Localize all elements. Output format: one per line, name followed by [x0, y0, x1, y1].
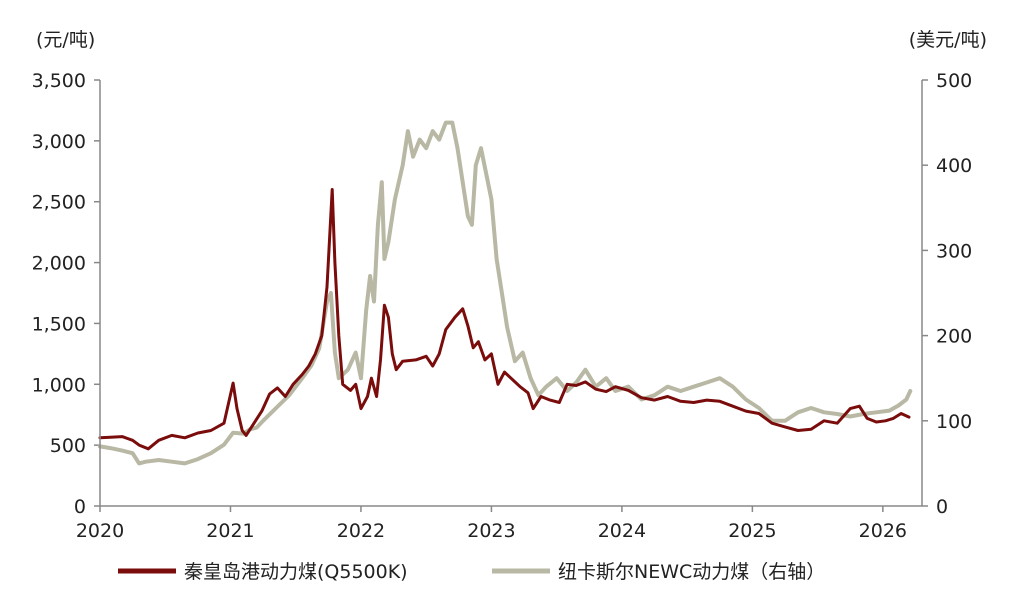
series-line-newcastle: [98, 120, 913, 466]
x-tick-label: 2020: [76, 520, 124, 542]
right-tick-label: 400: [936, 155, 972, 177]
right-tick-label: 0: [936, 496, 948, 518]
left-tick-label: 1,500: [32, 313, 86, 335]
right-axis-unit-label: (美元/吨): [909, 29, 987, 51]
series-line-qinhuangdao: [98, 188, 911, 451]
x-tick-label: 2022: [337, 520, 385, 542]
right-tick-label: 300: [936, 240, 972, 262]
left-tick-label: 3,000: [32, 131, 86, 153]
left-tick-label: 2,500: [32, 192, 86, 214]
x-tick-label: 2026: [859, 520, 907, 542]
left-tick-label: 500: [50, 435, 86, 457]
left-tick-label: 2,000: [32, 253, 86, 275]
x-tick-label: 2023: [467, 520, 515, 542]
left-axis-unit-label: (元/吨): [36, 29, 95, 51]
legend-label-qinhuangdao: 秦皇岛港动力煤(Q5500K): [184, 561, 408, 583]
legend-label-newcastle: 纽卡斯尔NEWC动力煤（右轴）: [558, 561, 825, 583]
left-axis-ticks: 0 500 1,000 1,500 2,000 2,500 3,000 3,500: [32, 70, 100, 518]
x-tick-label: 2021: [206, 520, 254, 542]
left-tick-label: 0: [74, 496, 86, 518]
x-tick-label: 2025: [728, 520, 776, 542]
left-tick-label: 3,500: [32, 70, 86, 92]
right-axis-ticks: 0 100 200 300 400 500: [922, 70, 972, 518]
right-tick-label: 100: [936, 411, 972, 433]
right-tick-label: 500: [936, 70, 972, 92]
series-layer: [98, 120, 913, 466]
x-tick-label: 2024: [598, 520, 646, 542]
x-axis-ticks: 2020 2021 2022 2023 2024 2025 2026: [76, 506, 907, 542]
legend: 秦皇岛港动力煤(Q5500K) 纽卡斯尔NEWC动力煤（右轴）: [118, 561, 825, 583]
left-tick-label: 1,000: [32, 374, 86, 396]
right-tick-label: 200: [936, 326, 972, 348]
